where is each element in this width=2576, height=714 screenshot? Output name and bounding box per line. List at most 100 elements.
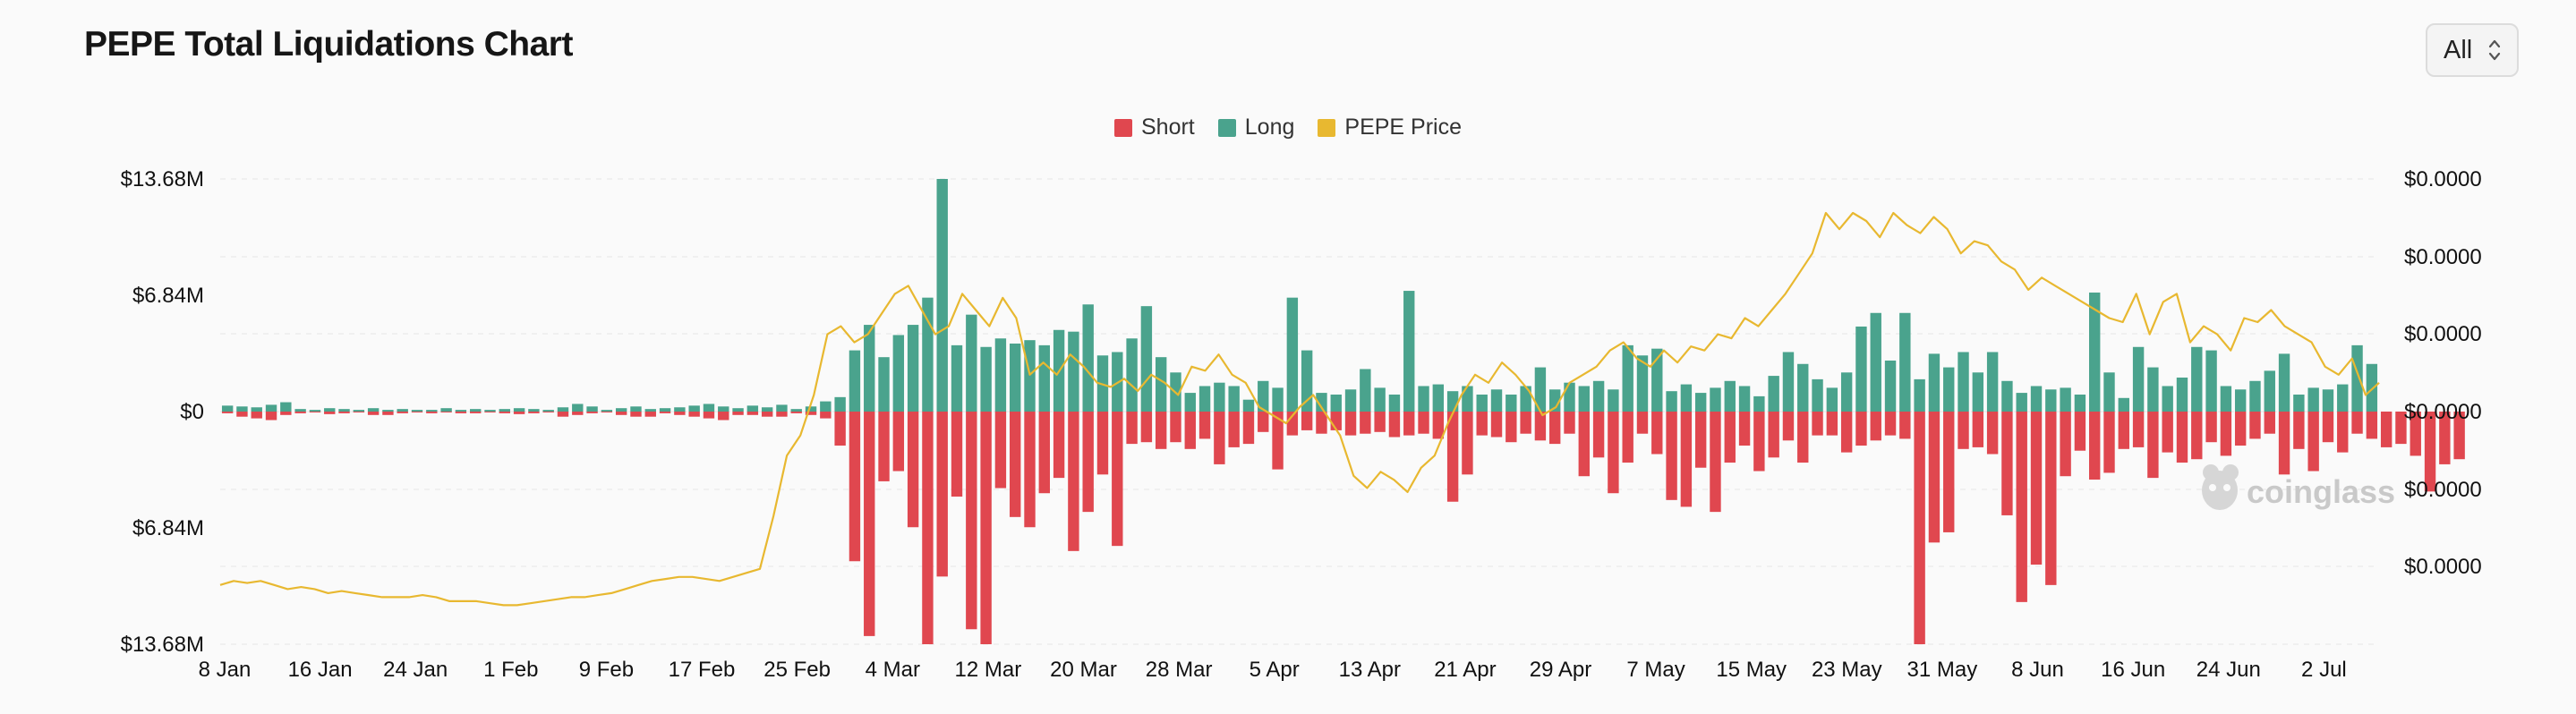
short-bar[interactable] <box>1344 412 1357 436</box>
short-bar[interactable] <box>790 412 802 413</box>
long-bar[interactable] <box>601 410 613 412</box>
long-bar[interactable] <box>1242 399 1255 412</box>
short-bar[interactable] <box>1140 412 1153 443</box>
long-bar[interactable] <box>1666 391 1677 412</box>
short-bar[interactable] <box>1694 412 1707 468</box>
long-bar[interactable] <box>484 410 496 412</box>
long-bar[interactable] <box>1534 367 1547 412</box>
long-bar[interactable] <box>2234 389 2247 412</box>
long-bar[interactable] <box>2089 292 2101 412</box>
long-bar[interactable] <box>1344 389 1357 412</box>
short-bar[interactable] <box>1432 412 1445 439</box>
long-bar[interactable] <box>2191 346 2203 412</box>
long-bar[interactable] <box>1330 394 1342 412</box>
short-bar[interactable] <box>1462 412 1473 475</box>
short-bar[interactable] <box>2234 412 2247 446</box>
short-bar[interactable] <box>966 412 977 630</box>
long-bar[interactable] <box>1768 376 1779 412</box>
short-bar[interactable] <box>2045 412 2057 585</box>
long-bar[interactable] <box>2322 389 2334 412</box>
legend-item-short[interactable]: Short <box>1114 115 1195 140</box>
short-bar[interactable] <box>2410 412 2421 456</box>
long-bar[interactable] <box>1024 340 1036 412</box>
short-bar[interactable] <box>1490 412 1503 438</box>
long-bar[interactable] <box>557 407 569 412</box>
long-bar[interactable] <box>367 408 380 412</box>
short-bar[interactable] <box>1374 412 1386 432</box>
short-bar[interactable] <box>2074 412 2086 451</box>
long-bar[interactable] <box>1943 367 1955 412</box>
short-bar[interactable] <box>1564 412 1575 434</box>
long-bar[interactable] <box>1884 360 1897 412</box>
short-bar[interactable] <box>1096 412 1109 475</box>
long-bar[interactable] <box>864 325 875 412</box>
short-bar[interactable] <box>2132 412 2145 447</box>
long-bar[interactable] <box>892 335 905 412</box>
short-bar[interactable] <box>1666 412 1677 500</box>
short-bar[interactable] <box>951 412 963 497</box>
long-bar[interactable] <box>1198 386 1211 412</box>
long-bar[interactable] <box>1403 291 1415 412</box>
long-bar[interactable] <box>936 179 948 412</box>
long-bar[interactable] <box>1155 357 1167 412</box>
long-bar[interactable] <box>2307 387 2319 412</box>
short-bar[interactable] <box>849 412 861 562</box>
long-bar[interactable] <box>1126 338 1138 412</box>
short-bar[interactable] <box>1301 412 1313 430</box>
long-bar[interactable] <box>951 344 963 412</box>
short-bar[interactable] <box>1797 412 1809 463</box>
short-bar[interactable] <box>878 412 890 481</box>
short-bar[interactable] <box>1840 412 1853 453</box>
long-bar[interactable] <box>1724 380 1736 412</box>
short-bar[interactable] <box>1228 412 1240 447</box>
long-bar[interactable] <box>2337 384 2349 412</box>
long-bar[interactable] <box>2147 367 2159 412</box>
short-bar[interactable] <box>1242 412 1255 445</box>
long-bar[interactable] <box>309 410 321 412</box>
short-bar[interactable] <box>338 412 350 413</box>
long-bar[interactable] <box>1608 389 1619 412</box>
long-bar[interactable] <box>1958 352 1969 412</box>
long-bar[interactable] <box>1374 387 1386 412</box>
short-bar[interactable] <box>2001 412 2013 515</box>
short-bar[interactable] <box>776 412 788 417</box>
range-select[interactable]: All <box>2426 23 2519 77</box>
long-bar[interactable] <box>1068 331 1079 412</box>
price-line[interactable] <box>219 211 2380 607</box>
long-bar[interactable] <box>849 350 861 412</box>
short-bar[interactable] <box>2380 412 2393 447</box>
short-bar[interactable] <box>470 412 482 413</box>
long-bar[interactable] <box>1710 387 1721 412</box>
long-bar[interactable] <box>2103 372 2115 412</box>
short-bar[interactable] <box>1388 412 1401 438</box>
short-bar[interactable] <box>688 412 700 417</box>
short-bar[interactable] <box>1855 412 1867 446</box>
short-bar[interactable] <box>1622 412 1633 463</box>
short-bar[interactable] <box>499 412 510 413</box>
short-bar[interactable] <box>1082 412 1094 513</box>
long-bar[interactable] <box>2176 377 2188 412</box>
long-bar[interactable] <box>2162 386 2173 412</box>
short-bar[interactable] <box>703 412 715 419</box>
short-bar[interactable] <box>1753 412 1765 472</box>
short-bar[interactable] <box>834 412 846 446</box>
short-bar[interactable] <box>1608 412 1619 494</box>
short-bar[interactable] <box>1710 412 1721 513</box>
long-bar[interactable] <box>688 405 700 412</box>
short-bar[interactable] <box>1112 412 1123 547</box>
short-bar[interactable] <box>1870 412 1881 441</box>
short-bar[interactable] <box>382 412 394 415</box>
short-bar[interactable] <box>2162 412 2173 453</box>
short-bar[interactable] <box>1024 412 1036 528</box>
short-bar[interactable] <box>732 412 744 415</box>
long-bar[interactable] <box>280 402 292 412</box>
long-bar[interactable] <box>1840 372 1853 412</box>
short-bar[interactable] <box>1768 412 1779 458</box>
short-bar[interactable] <box>528 412 540 413</box>
long-bar[interactable] <box>834 396 846 412</box>
long-bar[interactable] <box>382 410 394 412</box>
short-bar[interactable] <box>1155 412 1167 449</box>
long-bar[interactable] <box>1038 344 1050 412</box>
short-bar[interactable] <box>892 412 905 472</box>
short-bar[interactable] <box>1258 412 1269 432</box>
